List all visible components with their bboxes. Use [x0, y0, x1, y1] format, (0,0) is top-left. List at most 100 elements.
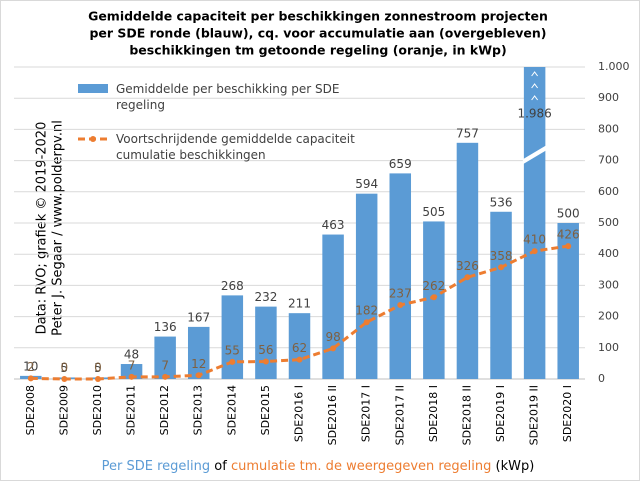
x-tick-label: SDE2019 I — [494, 385, 507, 442]
bar-value-label: 211 — [288, 297, 311, 311]
bar-value-label: 10 — [23, 359, 38, 373]
x-tick-label: SDE2012 — [158, 385, 171, 435]
y-tick-label: 400 — [598, 247, 619, 260]
x-tick-label: SDE2017 II — [393, 385, 406, 445]
axis-break — [522, 145, 547, 165]
bar-value-label: 594 — [355, 177, 378, 191]
line-value-label: 98 — [325, 330, 340, 344]
x-tick-label: SDE2018 I — [427, 385, 440, 442]
bar — [557, 223, 579, 379]
overflow-chevron — [531, 95, 539, 101]
line-point — [464, 274, 471, 281]
chart-title: per SDE ronde (blauw), cq. voor accumula… — [89, 26, 546, 41]
x-label-part: (kWp) — [496, 459, 535, 474]
x-tick-label: SDE2009 — [57, 385, 70, 435]
bar-value-label: 232 — [254, 290, 277, 304]
bar-value-label: 757 — [456, 126, 479, 140]
line-point — [330, 345, 337, 352]
x-label-part: Per SDE regeling — [102, 459, 210, 474]
x-label-part: cumulatie tm. de weergegeven regeling — [231, 459, 491, 474]
line-point — [162, 373, 169, 380]
line-point — [430, 294, 437, 301]
bar-value-label: 5 — [61, 361, 69, 375]
bar-value-label: 659 — [389, 157, 412, 171]
line — [30, 244, 569, 381]
line-point — [128, 373, 135, 380]
bar — [456, 142, 479, 379]
line-value-label: 262 — [422, 279, 445, 293]
y-tick-label: 200 — [598, 310, 619, 323]
legend-label-line: Voortschrijdende gemiddelde capaciteit — [116, 132, 355, 146]
x-tick-label: SDE2020 I — [561, 385, 574, 442]
y-tick-label: 800 — [598, 122, 619, 135]
bar-value-label: 500 — [557, 207, 580, 221]
x-tick-label: SDE2015 — [259, 385, 272, 435]
legend-label: Voortschrijdende gemiddelde capaciteit cu… — [116, 132, 355, 162]
x-label-part: of — [214, 459, 227, 474]
bar-value-label: 463 — [322, 218, 345, 232]
overflow-chevron — [531, 71, 539, 77]
line-value-label: 12 — [191, 357, 206, 371]
bar-value-label: 1.986 — [517, 106, 551, 120]
chart-title: beschikkingen tm getoonde regeling (oran… — [129, 43, 506, 58]
legend-swatch — [78, 84, 108, 93]
legend-label-line: Gemiddelde per beschikking per SDE — [116, 82, 339, 96]
x-tick-label: SDE2018 II — [460, 385, 473, 445]
line-value-label: 326 — [456, 259, 479, 273]
watermark: Peter J. Segaar / www.polderpv.nl — [51, 120, 66, 336]
y-tick-label: 900 — [598, 91, 619, 104]
x-tick-label: SDE2011 — [125, 385, 138, 435]
bar-value-label: 48 — [124, 348, 139, 362]
x-tick-label: SDE2017 I — [360, 385, 373, 442]
line-point — [296, 356, 303, 363]
line-value-label: 237 — [389, 287, 412, 301]
x-tick-label: SDE2016 I — [293, 385, 306, 442]
line-point — [397, 302, 404, 309]
line-point — [531, 248, 538, 255]
bar — [322, 234, 344, 379]
y-tick-label: 1.000 — [598, 60, 630, 73]
y-tick-label: 100 — [598, 341, 619, 354]
line-point — [229, 358, 236, 365]
legend-swatch — [90, 136, 96, 142]
bar-value-label: 5 — [94, 361, 102, 375]
line-value-label: 426 — [557, 228, 580, 242]
bar — [355, 193, 378, 379]
overflow-chevron — [531, 83, 539, 89]
line-point — [262, 358, 269, 365]
bar — [288, 313, 311, 379]
line-value-label: 0 — [94, 361, 102, 375]
line-point — [363, 319, 370, 326]
legend-label: Gemiddelde per beschikking per SDE regeli… — [116, 82, 339, 112]
chart-title: Gemiddelde capaciteit per beschikkingen … — [88, 9, 548, 24]
x-tick-label: SDE2013 — [192, 385, 205, 435]
x-tick-label: SDE2016 II — [326, 385, 339, 445]
bar-value-label: 136 — [154, 320, 177, 334]
line-value-label: 62 — [292, 341, 307, 355]
watermark: Data: RVO; grafiek © 2019-2020 — [35, 122, 50, 335]
y-tick-label: 600 — [598, 185, 619, 198]
x-axis-label: Per SDE regeling of cumulatie tm. de wee… — [102, 459, 535, 474]
line-value-label: 56 — [258, 343, 273, 357]
x-tick-label: SDE2008 — [24, 385, 37, 435]
y-tick-label: 500 — [598, 216, 619, 229]
line-point — [498, 264, 505, 271]
legend-label-line: cumulatie beschikkingen — [116, 148, 266, 162]
line-point — [94, 376, 101, 382]
x-tick-label: SDE2019 II — [528, 385, 541, 445]
line-value-label: 358 — [490, 249, 513, 263]
bar — [221, 295, 244, 379]
line-value-label: 2 — [27, 360, 35, 374]
bar-value-label: 505 — [422, 205, 445, 219]
bar — [120, 364, 143, 379]
y-tick-label: 700 — [598, 154, 619, 167]
line-value-label: 7 — [161, 358, 169, 372]
y-tick-label: 300 — [598, 278, 619, 291]
bar — [154, 336, 176, 379]
bar-value-label: 167 — [187, 310, 210, 324]
line-point — [27, 375, 34, 382]
line-value-label: 0 — [61, 361, 69, 375]
bar — [187, 326, 210, 379]
bar-value-label: 536 — [490, 195, 513, 209]
